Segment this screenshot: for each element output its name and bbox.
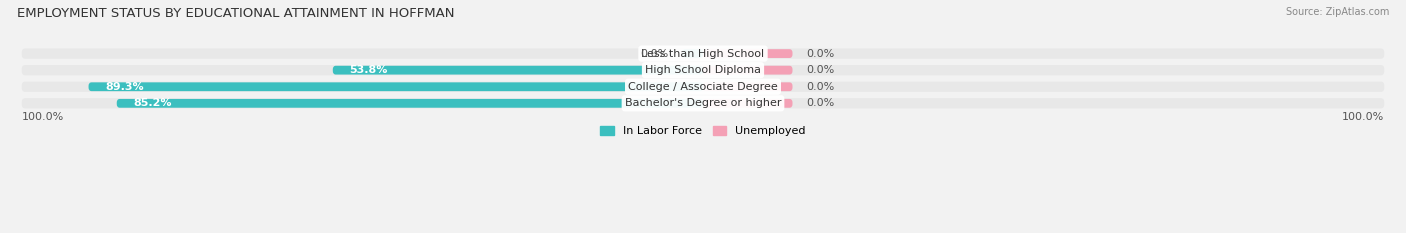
Legend: In Labor Force, Unemployed: In Labor Force, Unemployed [596, 121, 810, 140]
FancyBboxPatch shape [703, 82, 793, 91]
Text: Source: ZipAtlas.com: Source: ZipAtlas.com [1285, 7, 1389, 17]
Text: 85.2%: 85.2% [134, 98, 172, 108]
Text: 100.0%: 100.0% [1341, 113, 1384, 122]
FancyBboxPatch shape [21, 98, 1385, 109]
FancyBboxPatch shape [703, 99, 793, 108]
Text: 0.0%: 0.0% [640, 49, 669, 58]
FancyBboxPatch shape [703, 49, 793, 58]
FancyBboxPatch shape [21, 48, 1385, 59]
Text: 0.0%: 0.0% [806, 65, 834, 75]
Text: 0.0%: 0.0% [806, 49, 834, 58]
Text: High School Diploma: High School Diploma [645, 65, 761, 75]
Text: Bachelor's Degree or higher: Bachelor's Degree or higher [624, 98, 782, 108]
FancyBboxPatch shape [89, 82, 703, 91]
Text: 0.0%: 0.0% [806, 82, 834, 92]
FancyBboxPatch shape [117, 99, 703, 108]
Text: 89.3%: 89.3% [105, 82, 143, 92]
FancyBboxPatch shape [682, 49, 703, 58]
FancyBboxPatch shape [703, 66, 793, 75]
FancyBboxPatch shape [21, 82, 1385, 92]
Text: College / Associate Degree: College / Associate Degree [628, 82, 778, 92]
FancyBboxPatch shape [333, 66, 703, 75]
Text: 100.0%: 100.0% [22, 113, 65, 122]
Text: Less than High School: Less than High School [641, 49, 765, 58]
Text: 0.0%: 0.0% [806, 98, 834, 108]
FancyBboxPatch shape [21, 65, 1385, 75]
Text: EMPLOYMENT STATUS BY EDUCATIONAL ATTAINMENT IN HOFFMAN: EMPLOYMENT STATUS BY EDUCATIONAL ATTAINM… [17, 7, 454, 20]
Text: 53.8%: 53.8% [349, 65, 388, 75]
